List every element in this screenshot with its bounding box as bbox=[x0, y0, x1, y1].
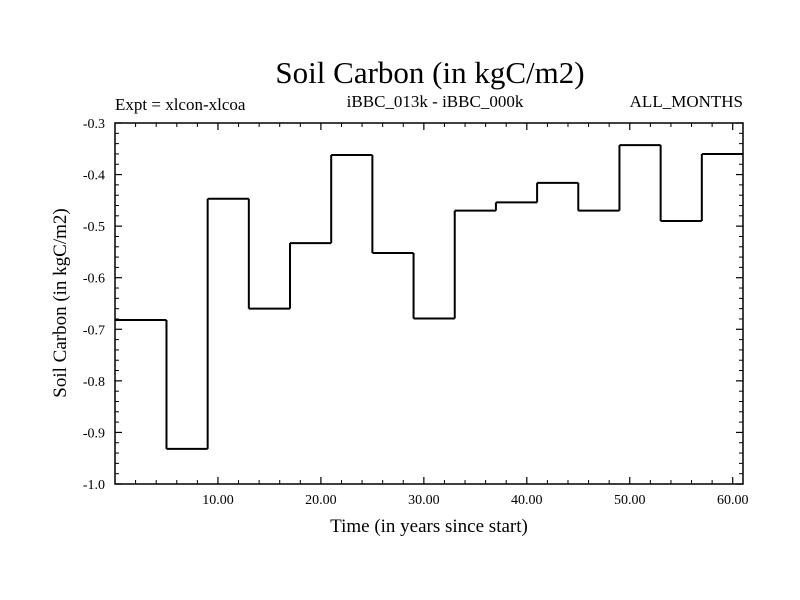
y-tick-label: -0.8 bbox=[83, 375, 105, 390]
x-tick-label: 10.00 bbox=[202, 493, 234, 508]
y-tick-label: -0.6 bbox=[83, 272, 105, 287]
y-tick-label: -0.3 bbox=[83, 117, 105, 132]
y-tick-label: -0.4 bbox=[83, 169, 105, 184]
chart-title: Soil Carbon (in kgC/m2) bbox=[275, 55, 584, 90]
tick-labels: -1.0 -0.9 -0.8 -0.7 -0.6 -0.5 -0.4 -0.3 10.00 20.… bbox=[83, 117, 749, 508]
chart-subtitle-left: Expt = xlcon-xlcoa bbox=[115, 95, 246, 114]
x-tick-label: 60.00 bbox=[717, 493, 749, 508]
chart-subtitle-right: ALL_MONTHS bbox=[630, 92, 743, 111]
y-tick-label: -0.9 bbox=[83, 426, 105, 441]
x-axis-title: Time (in years since start) bbox=[330, 516, 528, 537]
x-tick-label: 40.00 bbox=[511, 493, 543, 508]
y-tick-label: -0.5 bbox=[83, 220, 105, 235]
x-tick-label: 20.00 bbox=[305, 493, 337, 508]
y-tick-label: -1.0 bbox=[83, 478, 105, 493]
x-tick-label: 30.00 bbox=[408, 493, 440, 508]
y-axis-title: Soil Carbon (in kgC/m2) bbox=[50, 208, 71, 397]
axis-ticks bbox=[115, 122, 743, 485]
chart-subtitle-center: iBBC_013k - iBBC_000k bbox=[347, 92, 524, 111]
data-series bbox=[115, 144, 743, 450]
plot-frame bbox=[114, 122, 744, 485]
y-tick-label: -0.7 bbox=[83, 323, 105, 338]
x-tick-label: 50.00 bbox=[614, 493, 646, 508]
